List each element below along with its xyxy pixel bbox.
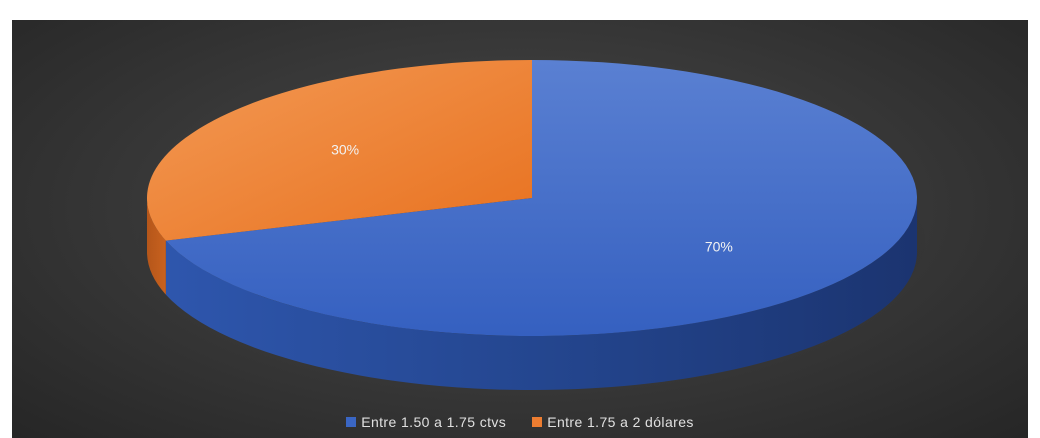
pie-slice-1 (165, 60, 918, 337)
legend-item-2: Entre 1.75 a 2 dólares (532, 414, 694, 430)
legend-label-2: Entre 1.75 a 2 dólares (547, 414, 694, 430)
pie-slice-side-2 (147, 198, 166, 295)
legend-label-1: Entre 1.50 a 1.75 ctvs (361, 414, 507, 430)
chart-frame: 70% 30% Entre 1.50 a 1.75 ctvs Entre 1.75… (12, 20, 1028, 438)
legend-swatch-2 (532, 417, 543, 427)
data-label-2: 30% (331, 141, 359, 157)
legend-swatch-1 (346, 417, 357, 427)
pie-slice-2 (147, 60, 532, 241)
pie-chart: 70% 30% (132, 60, 932, 390)
data-label-1: 70% (705, 239, 733, 255)
pie-slice-side-1 (165, 198, 918, 390)
chart-legend: Entre 1.50 a 1.75 ctvs Entre 1.75 a 2 dó… (12, 412, 1028, 432)
legend-item-1: Entre 1.50 a 1.75 ctvs (346, 414, 506, 430)
